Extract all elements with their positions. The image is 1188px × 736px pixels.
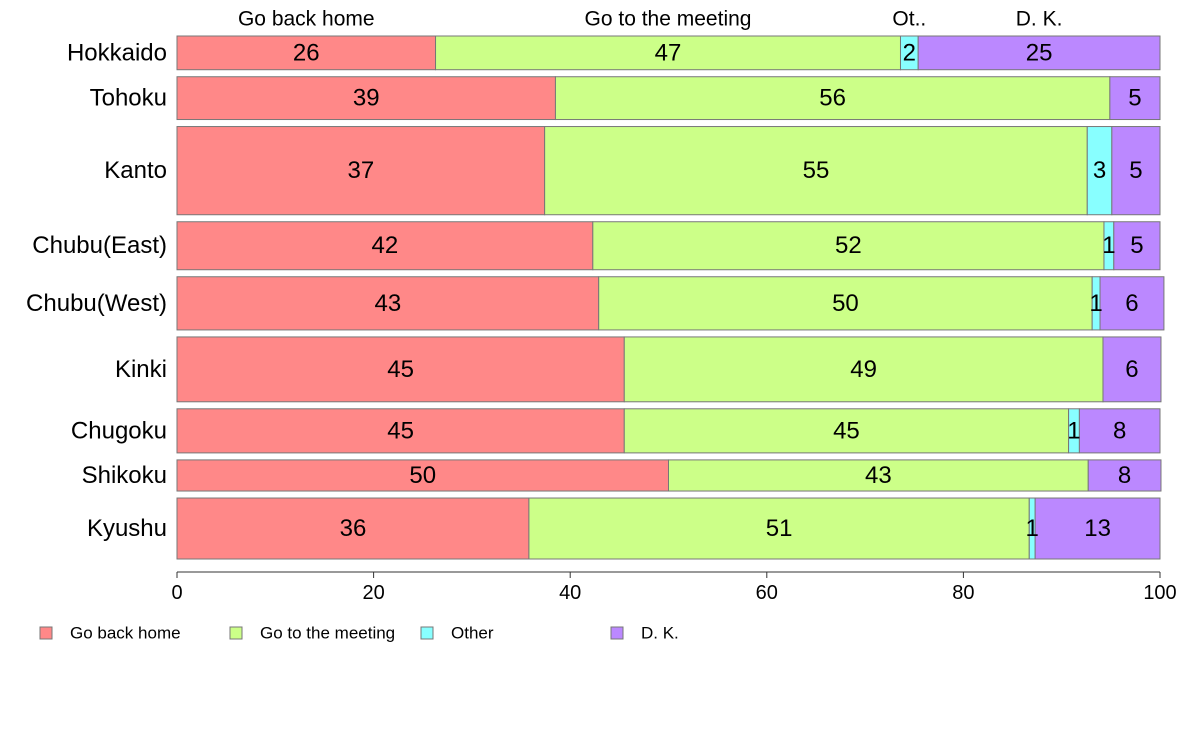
x-tick-label: 60 [756,582,778,604]
legend-label: Other [451,624,494,643]
x-tick-label: 40 [559,582,581,604]
data-label: 3 [1093,157,1106,184]
data-label: 39 [353,85,380,112]
bar-segment [1113,221,1161,271]
top-category-label: Go to the meeting [585,8,752,31]
legend-item: Go to the meeting [229,624,395,643]
data-label: 47 [655,39,682,66]
data-label: 52 [835,232,862,259]
bar-segment [176,35,437,71]
bar-segment [1099,276,1165,331]
data-label: 56 [819,85,846,112]
bar-segment [1078,408,1161,454]
bar-segment [598,276,1093,331]
bar-segment [592,221,1105,271]
data-label: 13 [1084,515,1111,542]
legend-item: D. K. [610,624,679,643]
data-label: 8 [1118,462,1131,489]
row-label: Chubu(East) [32,232,167,259]
data-label: 50 [832,290,859,317]
data-label: 43 [865,462,892,489]
legend-item: Go back home [39,624,181,643]
legend: Go back home Go to the meeting Other D. K. [39,624,679,643]
top-category-label: Go back home [238,8,375,31]
bar-segment [1086,126,1113,216]
bar-segment [1087,459,1162,492]
row-label: Hokkaido [67,39,167,66]
data-label: 5 [1130,232,1143,259]
data-label: 49 [850,356,877,383]
row-labels: Hokkaido Tohoku Kanto Chubu(East) Chubu(West… [26,39,167,542]
bar-segment [176,459,669,492]
row-label: Tohoku [90,85,167,112]
data-label: 5 [1129,157,1142,184]
legend-label: Go to the meeting [260,624,395,643]
row-label: Kyushu [87,515,167,542]
x-tick-label: 20 [362,582,384,604]
legend-swatch [610,626,624,640]
bar-segment [1034,497,1161,560]
bar-segment [176,126,546,216]
data-label: 26 [293,39,320,66]
data-label: 45 [387,356,414,383]
bar-segment [176,497,530,560]
data-label: 36 [340,515,367,542]
x-tick-label: 80 [952,582,974,604]
row-label: Shikoku [82,462,167,489]
bar-segment [623,408,1070,454]
bar-segment [176,276,600,331]
data-label: 2 [903,39,916,66]
bar-segment [1111,126,1161,216]
data-label: 51 [766,515,793,542]
bar-segment [1102,336,1162,403]
row-label: Kinki [115,356,167,383]
top-category-label: Ot.. [892,8,926,31]
data-label: 55 [803,157,830,184]
data-label: 6 [1125,290,1138,317]
bar-segment [528,497,1030,560]
data-label: 42 [372,232,399,259]
data-label: 45 [387,417,414,444]
data-label: 37 [347,157,374,184]
x-tick-label: 100 [1143,582,1176,604]
bar-segment [435,35,901,71]
bar-segment [668,459,1089,492]
data-label: 25 [1026,39,1053,66]
bar-segment [176,221,594,271]
data-label: 1 [1026,515,1039,542]
legend-swatch [420,626,434,640]
data-label: 45 [833,417,860,444]
data-label: 1 [1102,232,1115,259]
bar-segment [176,336,625,403]
data-label: 6 [1125,356,1138,383]
bar-segment [917,35,1161,71]
data-label: 1 [1067,417,1080,444]
top-labels: Go back home Go to the meeting Ot.. D. K. [238,8,1062,31]
top-category-label: D. K. [1016,8,1063,31]
data-label: 43 [375,290,402,317]
data-label: 50 [409,462,436,489]
bar-segment [554,76,1111,121]
legend-swatch [229,626,243,640]
row-label: Chubu(West) [26,290,167,317]
bar-segment [176,76,556,121]
data-label: 5 [1128,85,1141,112]
row-label: Chugoku [71,417,167,444]
x-tick-label: 0 [171,582,182,604]
legend-swatch [39,626,53,640]
legend-label: D. K. [641,624,679,643]
legend-label: Go back home [70,624,181,643]
bar-segment [1109,76,1161,121]
bar-segment [544,126,1088,216]
row-label: Kanto [104,157,167,184]
x-axis: 0 20 40 60 80 100 [171,571,1177,604]
data-label: 8 [1113,417,1126,444]
data-label: 1 [1089,290,1102,317]
legend-item: Other [420,624,494,643]
bar-segment [176,408,625,454]
